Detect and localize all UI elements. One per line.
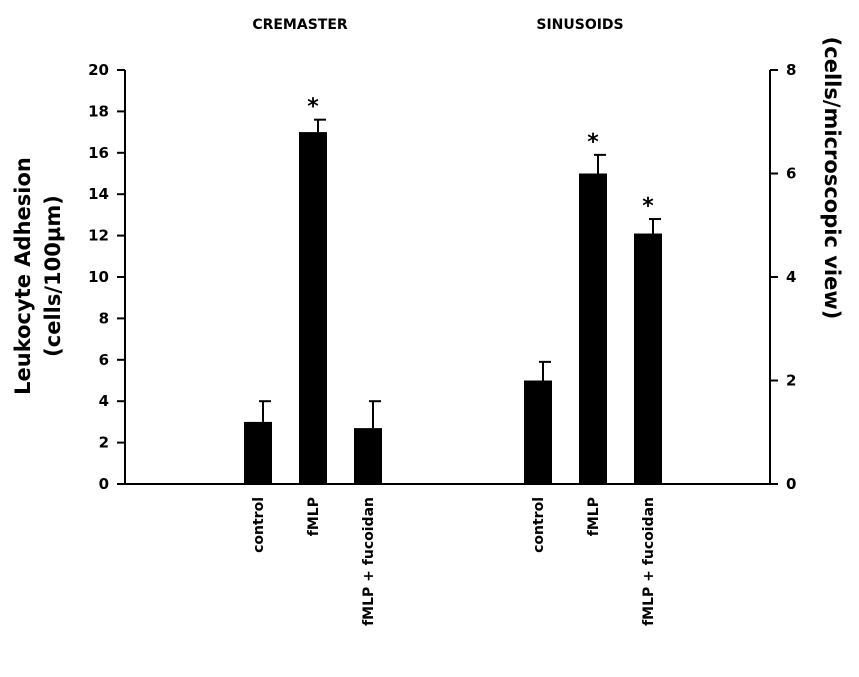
panel-title-cremaster: CREMASTER xyxy=(252,17,348,33)
category-label: control xyxy=(531,497,547,553)
left-tick-label: 10 xyxy=(88,268,109,286)
left-tick-label: 14 xyxy=(88,185,109,203)
left-tick-label: 0 xyxy=(99,475,109,493)
category-label: fMLP + fucoidan xyxy=(641,497,657,626)
bar-series: * * * xyxy=(244,95,662,484)
left-axis-title-line2: (cells/100µm) xyxy=(41,195,65,357)
left-tick-label: 8 xyxy=(99,309,109,327)
left-tick-label: 12 xyxy=(88,227,109,245)
bar xyxy=(354,428,382,484)
left-axis-ticks: 0 2 4 6 8 10 12 14 16 18 20 xyxy=(88,61,125,493)
category-label: fMLP xyxy=(586,497,602,536)
right-tick-label: 2 xyxy=(786,372,796,390)
bar xyxy=(524,380,552,484)
panel-title-sinusoids: SINUSOIDS xyxy=(536,17,623,33)
category-label: fMLP + fucoidan xyxy=(361,497,377,626)
bar xyxy=(579,173,607,484)
left-tick-label: 4 xyxy=(99,392,109,410)
left-tick-label: 6 xyxy=(99,351,109,369)
significance-star: * xyxy=(307,95,319,120)
category-label: control xyxy=(251,497,267,553)
right-axis-title: (cells/microscopic view) xyxy=(820,37,844,320)
bar xyxy=(634,233,662,484)
significance-star: * xyxy=(587,130,599,155)
right-tick-label: 6 xyxy=(786,165,796,183)
right-tick-label: 0 xyxy=(786,475,796,493)
bar xyxy=(244,421,272,484)
significance-star: * xyxy=(642,194,654,219)
right-tick-label: 4 xyxy=(786,268,796,286)
right-tick-label: 8 xyxy=(786,61,796,79)
category-label: fMLP xyxy=(306,497,322,536)
left-tick-label: 16 xyxy=(88,144,109,162)
left-tick-label: 18 xyxy=(88,102,109,120)
right-axis-ticks: 0 2 4 6 8 xyxy=(770,61,796,493)
category-labels: control fMLP fMLP + fucoidan control fMLP fML… xyxy=(251,497,657,626)
left-axis-title-line1: Leukocyte Adhesion xyxy=(11,157,35,395)
bar xyxy=(299,132,327,484)
left-tick-label: 2 xyxy=(99,434,109,452)
left-tick-label: 20 xyxy=(88,61,109,79)
